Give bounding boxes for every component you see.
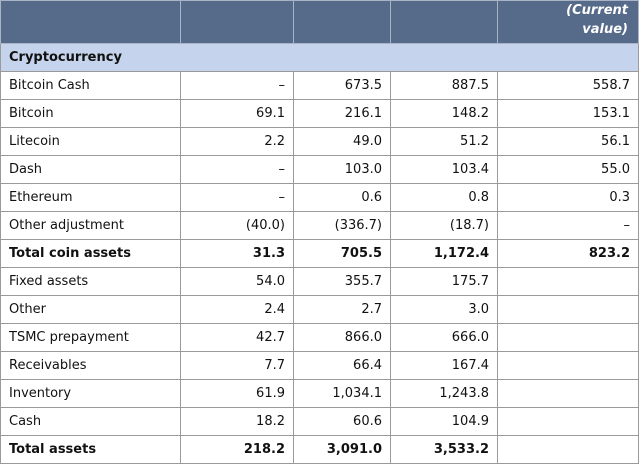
table-row: Other 2.4 2.7 3.0 <box>0 295 639 324</box>
section-header-row: Cryptocurrency <box>0 43 639 72</box>
row-value-3: 104.9 <box>390 407 498 436</box>
table-header-row: (Current value) <box>0 0 639 44</box>
row-value-1: 61.9 <box>180 379 294 408</box>
row-value-1: 2.2 <box>180 127 294 156</box>
row-value-2: 103.0 <box>293 155 391 184</box>
row-label: Cash <box>0 407 181 436</box>
table-row: Dash –103.0 103.4 55.0 <box>0 155 639 184</box>
row-value-current <box>497 407 639 436</box>
row-value-1: 2.4 <box>180 295 294 324</box>
table-row: Bitcoin 69.1 216.1 148.2 153.1 <box>0 99 639 128</box>
row-value-current: 55.0 <box>497 155 639 184</box>
row-value-2: 1,034.1 <box>293 379 391 408</box>
row-value-3: 3,533.2 <box>390 435 498 464</box>
row-value-2: 60.6 <box>293 407 391 436</box>
table-row: Other adjustment (40.0) (336.7) (18.7) – <box>0 211 639 240</box>
header-cell-label <box>0 0 181 44</box>
row-value-3: 3.0 <box>390 295 498 324</box>
row-value-current <box>497 379 639 408</box>
row-value-1: 31.3 <box>180 239 294 268</box>
row-label: Bitcoin <box>0 99 181 128</box>
row-value-current <box>497 295 639 324</box>
row-value-current: 153.1 <box>497 99 639 128</box>
table-row: Total assets 218.2 3,091.0 3,533.2 <box>0 435 639 464</box>
row-value-1: 18.2 <box>180 407 294 436</box>
header-cell-1 <box>180 0 294 44</box>
row-value-3: 666.0 <box>390 323 498 352</box>
table-row: Total coin assets 31.3 705.5 1,172.4 823.2 <box>0 239 639 268</box>
row-value-3: 1,172.4 <box>390 239 498 268</box>
row-value-current <box>497 435 639 464</box>
row-label: Ethereum <box>0 183 181 212</box>
row-label: Other adjustment <box>0 211 181 240</box>
current-value-line2: value) <box>582 22 628 37</box>
row-value-1: (40.0) <box>180 211 294 240</box>
row-value-3: 1,243.8 <box>390 379 498 408</box>
header-cell-3 <box>390 0 498 44</box>
row-value-1: 54.0 <box>180 267 294 296</box>
row-value-2: 66.4 <box>293 351 391 380</box>
row-value-current: 558.7 <box>497 71 639 100</box>
row-value-2: 705.5 <box>293 239 391 268</box>
row-label: Inventory <box>0 379 181 408</box>
row-value-1: 42.7 <box>180 323 294 352</box>
header-cell-2 <box>293 0 391 44</box>
row-value-3: 148.2 <box>390 99 498 128</box>
table-row: Ethereum –0.6 0.8 0.3 <box>0 183 639 212</box>
row-value-3: 167.4 <box>390 351 498 380</box>
row-value-1: 7.7 <box>180 351 294 380</box>
table-row: TSMC prepayment 42.7 866.0 666.0 <box>0 323 639 352</box>
row-label: Dash <box>0 155 181 184</box>
row-value-current <box>497 323 639 352</box>
row-value-3: (18.7) <box>390 211 498 240</box>
row-value-2: 355.7 <box>293 267 391 296</box>
row-value-1: 218.2 <box>180 435 294 464</box>
row-value-2: 3,091.0 <box>293 435 391 464</box>
row-value-current: 0.3 <box>497 183 639 212</box>
row-value-1: – <box>180 155 294 184</box>
table-row: Receivables 7.7 66.4 167.4 <box>0 351 639 380</box>
row-value-current: 56.1 <box>497 127 639 156</box>
row-value-1: – <box>180 71 294 100</box>
row-value-3: 175.7 <box>390 267 498 296</box>
row-label: Receivables <box>0 351 181 380</box>
row-value-2: 216.1 <box>293 99 391 128</box>
row-value-2: 673.5 <box>293 71 391 100</box>
current-value-line1: (Current <box>566 3 628 18</box>
row-label: Total coin assets <box>0 239 181 268</box>
row-label: Total assets <box>0 435 181 464</box>
row-value-2: (336.7) <box>293 211 391 240</box>
row-value-2: 0.6 <box>293 183 391 212</box>
row-value-2: 49.0 <box>293 127 391 156</box>
row-value-3: 51.2 <box>390 127 498 156</box>
row-value-current: 823.2 <box>497 239 639 268</box>
table-row: Fixed assets 54.0 355.7 175.7 <box>0 267 639 296</box>
row-value-current: – <box>497 211 639 240</box>
row-value-3: 0.8 <box>390 183 498 212</box>
row-label: TSMC prepayment <box>0 323 181 352</box>
row-value-3: 103.4 <box>390 155 498 184</box>
row-value-2: 2.7 <box>293 295 391 324</box>
table-row: Cash 18.2 60.6 104.9 <box>0 407 639 436</box>
row-label: Fixed assets <box>0 267 181 296</box>
row-label: Other <box>0 295 181 324</box>
row-value-current <box>497 267 639 296</box>
row-label: Litecoin <box>0 127 181 156</box>
row-value-2: 866.0 <box>293 323 391 352</box>
row-value-current <box>497 351 639 380</box>
table-row: Inventory 61.9 1,034.1 1,243.8 <box>0 379 639 408</box>
row-value-1: – <box>180 183 294 212</box>
header-cell-current-value: (Current value) <box>497 0 639 44</box>
table-row: Bitcoin Cash –673.5 887.5 558.7 <box>0 71 639 100</box>
row-value-1: 69.1 <box>180 99 294 128</box>
table-row: Litecoin 2.2 49.0 51.2 56.1 <box>0 127 639 156</box>
row-value-3: 887.5 <box>390 71 498 100</box>
row-label: Bitcoin Cash <box>0 71 181 100</box>
section-title: Cryptocurrency <box>0 43 639 72</box>
